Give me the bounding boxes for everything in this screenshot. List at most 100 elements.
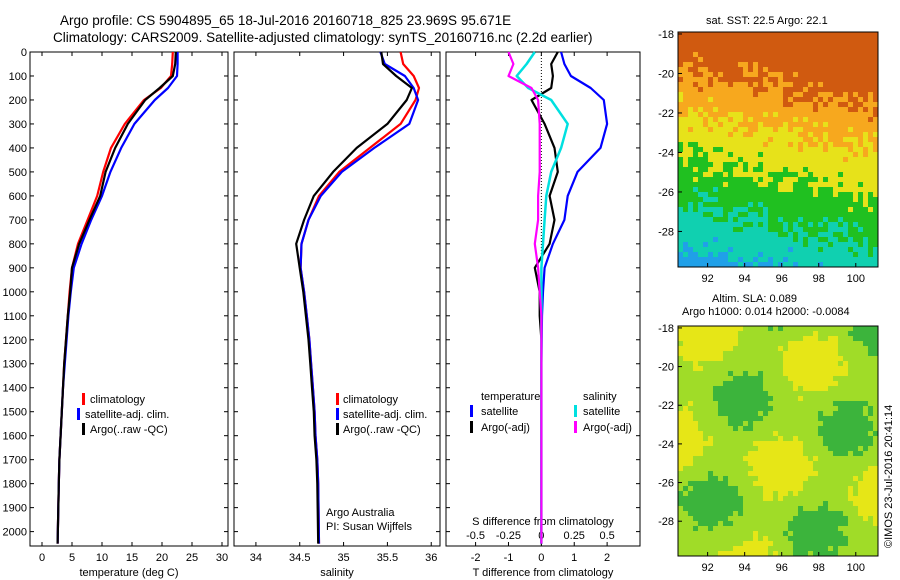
map-cell (698, 92, 703, 97)
map-cell (873, 187, 878, 192)
map-cell (838, 97, 843, 102)
map-cell (703, 471, 708, 476)
map-cell (798, 47, 803, 52)
map-cell (703, 87, 708, 92)
map-cell (873, 102, 878, 107)
map-cell (848, 396, 853, 401)
map-cell (708, 87, 713, 92)
map-cell (758, 461, 763, 466)
map-cell (748, 536, 753, 541)
map-cell (803, 62, 808, 67)
map-cell (738, 217, 743, 222)
map-cell (843, 551, 848, 556)
map-cell (793, 32, 798, 37)
map-cell (763, 446, 768, 451)
map-cell (703, 237, 708, 242)
map-cell (753, 177, 758, 182)
map-cell (713, 257, 718, 262)
map-cell (873, 376, 878, 381)
map-cell (768, 97, 773, 102)
map-cell (753, 182, 758, 187)
map-cell (723, 57, 728, 62)
map-cell (853, 466, 858, 471)
map-cell (678, 356, 683, 361)
map-cell (803, 237, 808, 242)
map-cell (678, 461, 683, 466)
map-cell (873, 52, 878, 57)
legend-swatch-temp-argo (470, 421, 473, 433)
map-cell (753, 376, 758, 381)
map-cell (708, 67, 713, 72)
map-cell (843, 496, 848, 501)
map-cell (738, 142, 743, 147)
map-cell (753, 212, 758, 217)
map-cell (858, 172, 863, 177)
map-cell (858, 82, 863, 87)
map-cell (678, 446, 683, 451)
map-cell (683, 237, 688, 242)
map-cell (873, 217, 878, 222)
map-cell (708, 366, 713, 371)
map-cell (838, 237, 843, 242)
map-cell (783, 117, 788, 122)
map-cell (858, 77, 863, 82)
map-cell (743, 446, 748, 451)
map-cell (833, 471, 838, 476)
map-cell (818, 67, 823, 72)
map-cell (728, 396, 733, 401)
map-cell (823, 496, 828, 501)
map-cell (843, 446, 848, 451)
map-cell (788, 341, 793, 346)
map-cell (738, 87, 743, 92)
map-cell (803, 82, 808, 87)
map-cell (778, 212, 783, 217)
map-cell (768, 531, 773, 536)
map-cell (833, 546, 838, 551)
map-cell (688, 521, 693, 526)
map-cell (773, 212, 778, 217)
map-cell (713, 346, 718, 351)
map-cell (843, 122, 848, 127)
map-cell (853, 122, 858, 127)
map-cell (723, 197, 728, 202)
map-cell (858, 486, 863, 491)
map-cell (818, 406, 823, 411)
map-cell (743, 212, 748, 217)
map-cell (813, 351, 818, 356)
map-cell (873, 87, 878, 92)
map-cell (738, 107, 743, 112)
map-cell (813, 192, 818, 197)
map-cell (683, 516, 688, 521)
map-cell (768, 521, 773, 526)
map-cell (688, 421, 693, 426)
map-cell (863, 416, 868, 421)
map-cell (803, 546, 808, 551)
map-cell (798, 37, 803, 42)
map-cell (703, 326, 708, 331)
map-cell (773, 57, 778, 62)
map-cell (808, 147, 813, 152)
map-cell (868, 182, 873, 187)
map-cell (813, 536, 818, 541)
map-cell (873, 157, 878, 162)
map-cell (758, 237, 763, 242)
map-cell (743, 107, 748, 112)
map-cell (838, 127, 843, 132)
map-cell (748, 77, 753, 82)
map-cell (833, 262, 838, 267)
map-cell (858, 177, 863, 182)
map-cell (783, 546, 788, 551)
map-cell (738, 197, 743, 202)
map-cell (743, 406, 748, 411)
map-cell (688, 142, 693, 147)
map-cell (868, 237, 873, 242)
map-cell (718, 426, 723, 431)
map-cell (753, 52, 758, 57)
map-cell (818, 381, 823, 386)
map-cell (763, 416, 768, 421)
x-tick-label: 0 (39, 552, 45, 564)
x-tick-label: 100 (847, 273, 865, 285)
map-cell (758, 82, 763, 87)
map-cell (833, 67, 838, 72)
map-cell (773, 137, 778, 142)
